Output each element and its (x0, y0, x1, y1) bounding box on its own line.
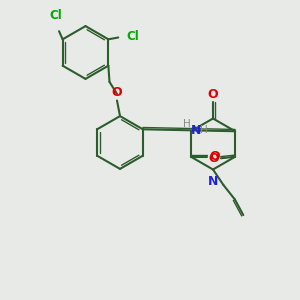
Text: O: O (208, 88, 218, 101)
Text: O: O (209, 150, 220, 163)
Text: Cl: Cl (50, 9, 62, 22)
Text: O: O (112, 86, 122, 99)
Text: N: N (191, 124, 202, 137)
Text: Cl: Cl (126, 30, 139, 43)
Text: H: H (200, 125, 207, 135)
Text: N: N (208, 175, 218, 188)
Text: O: O (209, 152, 220, 165)
Text: H: H (183, 119, 190, 129)
